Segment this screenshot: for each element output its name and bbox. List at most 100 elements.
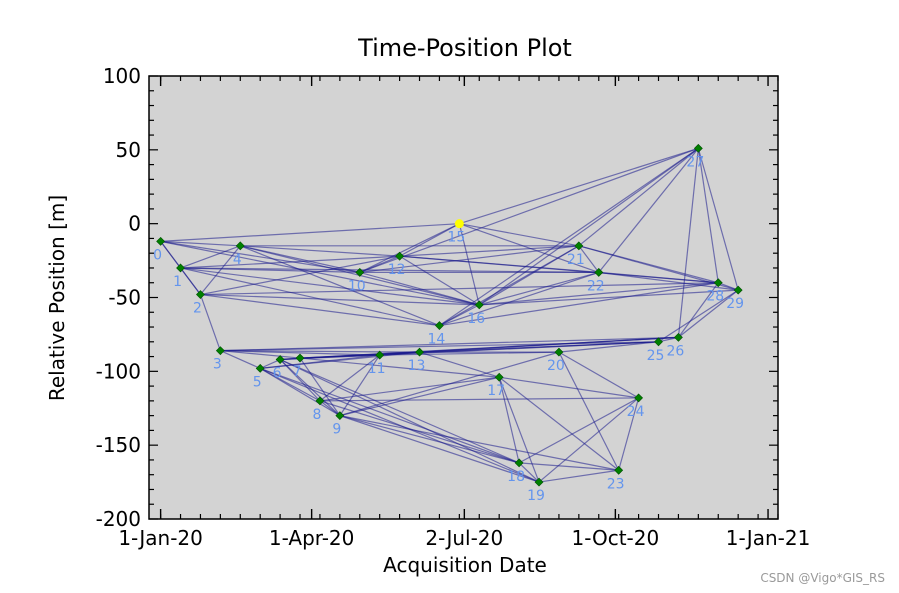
point-label: 5 (253, 374, 262, 390)
baseline-edge (220, 350, 261, 369)
baseline-edge (339, 415, 520, 464)
point-label: 12 (388, 262, 406, 278)
baseline-edge (458, 223, 480, 306)
x-tick-label: 1-Apr-20 (269, 526, 355, 550)
y-axis-label: Relative Position [m] (45, 195, 69, 401)
reference-point (454, 219, 464, 229)
baseline-edge (240, 245, 440, 327)
baseline-edge (319, 354, 381, 402)
acquisition-points (156, 143, 743, 487)
baseline-edge (339, 354, 381, 416)
baseline-edge (439, 282, 719, 327)
acquisition-point (255, 363, 265, 373)
baseline-edge (180, 245, 241, 269)
baseline-edge (180, 255, 400, 269)
acquisition-point (594, 267, 604, 277)
acquisition-point (295, 353, 305, 363)
baseline-edge (319, 400, 341, 417)
baseline-edge (419, 336, 679, 353)
baseline-edge (678, 289, 739, 338)
acquisition-point (554, 347, 564, 357)
baseline-edge (478, 147, 699, 306)
acquisition-point (733, 285, 743, 295)
baseline-edge (459, 223, 579, 247)
watermark: CSDN @Vigo*GIS_RS (760, 571, 885, 585)
point-label: 8 (312, 407, 321, 423)
acquisition-point (534, 477, 544, 487)
baseline-edge (299, 357, 500, 378)
chart-title: Time-Position Plot (357, 34, 572, 62)
baseline-edge (498, 376, 620, 471)
point-label: 10 (348, 278, 366, 294)
baseline-edge (220, 336, 679, 352)
point-label: 9 (332, 422, 341, 438)
acquisition-point (215, 346, 225, 356)
acquisition-point (355, 267, 365, 277)
acquisition-point (693, 143, 703, 153)
baseline-edge (399, 245, 579, 257)
acquisition-point (235, 241, 245, 251)
baseline-edge (399, 223, 460, 257)
acquisition-point (196, 290, 205, 299)
baseline-edge (558, 351, 639, 399)
baseline-edge (697, 148, 719, 283)
baseline-edge (359, 271, 480, 306)
baseline-edge (160, 240, 480, 306)
point-label: 7 (293, 364, 302, 380)
baseline-edge (578, 245, 600, 273)
baseline-edge (319, 376, 500, 402)
acquisition-point (156, 236, 166, 246)
baseline-edge (240, 245, 400, 257)
point-label: 3 (213, 357, 222, 373)
point-label: 0 (153, 247, 162, 263)
point-label: 21 (567, 252, 585, 268)
baseline-edge (180, 267, 599, 273)
point-label: 4 (233, 252, 242, 268)
baseline-edge (558, 351, 620, 471)
acquisition-point (375, 350, 385, 360)
baseline-edges (160, 147, 739, 483)
y-tick-label: -150 (96, 433, 141, 457)
acquisition-point (315, 396, 325, 406)
y-tick-label: 50 (116, 138, 141, 162)
baseline-edge (399, 255, 480, 306)
acquisition-point (415, 347, 424, 357)
acquisition-point (176, 263, 185, 273)
acquisition-point (514, 458, 524, 468)
baseline-edge (279, 358, 540, 483)
baseline-edge (200, 255, 400, 296)
y-tick-label: 0 (128, 212, 141, 236)
baseline-edge (199, 294, 221, 351)
y-tick-label: 100 (103, 64, 141, 88)
x-tick-label: 1-Oct-20 (571, 526, 659, 550)
baseline-edge (199, 245, 241, 295)
acquisition-point (275, 355, 285, 364)
point-label: 17 (487, 383, 505, 399)
baseline-edge (259, 367, 341, 417)
point-label: 13 (408, 358, 426, 374)
baseline-edge (439, 271, 599, 327)
baseline-edge (279, 359, 341, 417)
point-label: 22 (587, 278, 605, 294)
y-tick-label: -200 (96, 507, 141, 531)
baseline-edge (518, 397, 639, 464)
baseline-edge (538, 469, 619, 483)
baseline-edge (598, 271, 719, 284)
baseline-edge (718, 282, 739, 291)
baseline-edge (359, 223, 460, 273)
acquisition-point (713, 278, 723, 288)
point-label: 1 (173, 274, 182, 290)
baseline-edge (479, 271, 599, 306)
x-tick-label: 1-Jan-20 (118, 526, 203, 550)
baseline-edge (259, 358, 281, 369)
point-label: 25 (647, 348, 665, 364)
acquisition-point (474, 300, 484, 310)
x-tick-label: 1-Jan-21 (726, 526, 811, 550)
y-tick-label: -50 (108, 286, 141, 310)
baseline-edge (220, 341, 659, 352)
baseline-edge (279, 358, 520, 464)
acquisition-point (435, 321, 444, 330)
acquisition-point (673, 332, 683, 342)
